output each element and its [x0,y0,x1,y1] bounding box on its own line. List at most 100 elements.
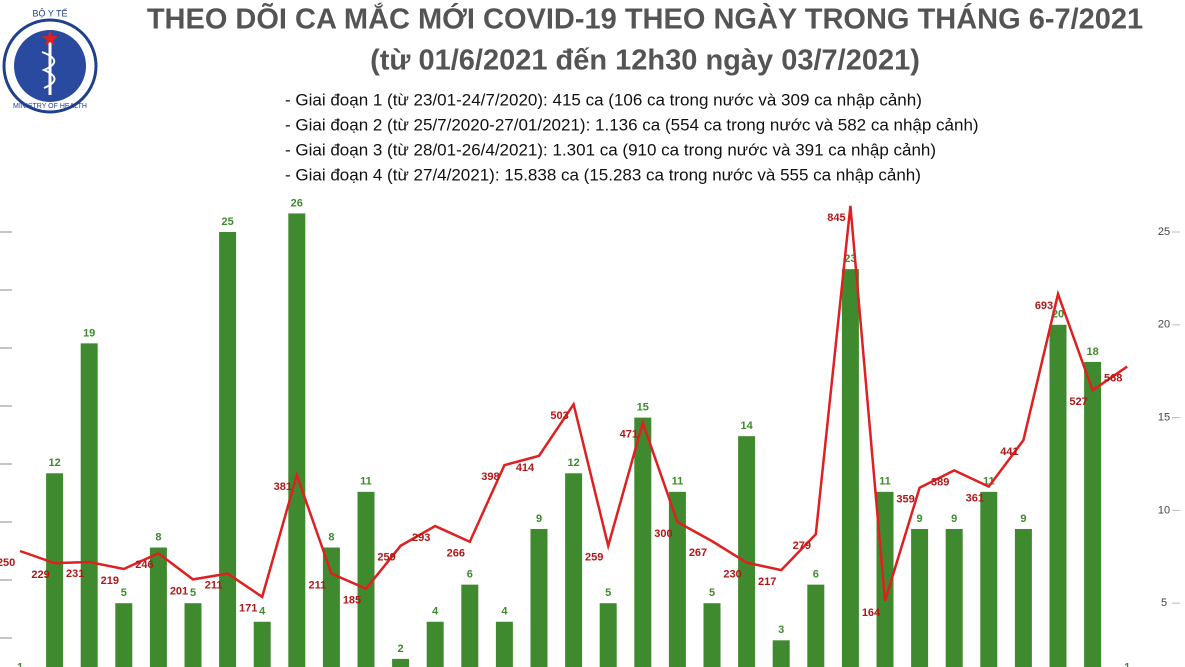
line-value-label: 414 [516,462,535,474]
bar-value-label: 8 [328,531,334,543]
bar [184,603,202,667]
bar [322,547,340,667]
line-value-label: 185 [343,595,361,607]
bar [219,232,237,667]
bar-value-label: 9 [917,513,923,525]
bar-value-label: 4 [501,606,508,618]
y2-tick-label: 5 [1161,597,1167,609]
chart-title: THEO DÕI CA MẮC MỚI COVID-19 THEO NGÀY T… [147,2,1143,36]
y2-tick-label: 20 [1158,319,1170,331]
bar [565,473,583,667]
line-value-label: 246 [135,559,153,571]
bar [530,528,548,667]
line-value-label: 361 [966,493,984,505]
bar [392,658,410,667]
bar [807,584,825,667]
bar [599,603,617,667]
bar [46,473,64,667]
bar [115,603,133,667]
bar-value-label: 6 [813,569,819,581]
bar [357,491,375,667]
logo: BỘ Y TẾ MINISTRY OF HEALTH [2,8,98,114]
bar-value-label: 4 [259,606,266,618]
bar [634,417,652,667]
chart-subtitle: (từ 01/6/2021 đến 12h30 ngày 03/7/2021) [370,45,920,77]
line-value-label: 164 [862,607,881,619]
bar [253,621,271,667]
line-value-label: 171 [239,603,257,615]
line-value-label: 267 [689,547,707,559]
bar-value-label: 3 [778,624,784,636]
line-value-label: 381 [274,481,292,493]
bar-value-label: 4 [432,606,439,618]
bar [149,547,167,667]
note: - Giai đoạn 3 (từ 28/01-26/4/2021): 1.30… [285,140,936,159]
bar [980,491,998,667]
logo-star [42,30,58,46]
line-value-label: 389 [931,476,949,488]
line-value-label: 359 [896,494,914,506]
logo-text: BỘ Y TẾ [32,8,67,18]
line-value-label: 217 [758,576,776,588]
line-value-label: 845 [827,212,845,224]
line-value-label: 527 [1069,396,1087,408]
bar [911,528,929,667]
bar-value-label: 9 [536,513,542,525]
bar-value-label: 5 [121,587,127,599]
bar [876,491,894,667]
bar [1014,528,1032,667]
line-value-label: 441 [1000,446,1018,458]
line-value-label: 693 [1035,300,1053,312]
line-value-label: 219 [101,575,119,587]
bar-value-label: 8 [155,531,161,543]
line-value-label: 568 [1104,372,1122,384]
bar-value-label: 1 [17,661,23,667]
bar-value-label: 11 [360,476,372,488]
bar-value-label: 5 [605,587,611,599]
note: - Giai đoạn 4 (từ 27/4/2021): 15.838 ca … [285,165,921,184]
bar-value-label: 23 [844,253,856,265]
note: - Giai đoạn 1 (từ 23/01-24/7/2020): 415 … [285,90,922,109]
bar-value-label: 5 [709,587,715,599]
bar [426,621,444,667]
bar [80,343,98,667]
bar [772,640,790,667]
bar-value-label: 9 [1020,513,1026,525]
line-value-label: 398 [481,471,499,483]
line-value-label: 503 [550,410,568,422]
bar-value-label: 6 [467,569,473,581]
bar-value-label: 15 [637,402,649,414]
bar-value-label: 26 [291,197,303,209]
note: - Giai đoạn 2 (từ 25/7/2020-27/01/2021):… [285,115,979,134]
bar [461,584,479,667]
line-value-label: 266 [447,548,465,560]
line-value-label: 250 [0,557,15,569]
line [19,205,1128,602]
line-value-label: 201 [170,585,188,597]
line-value-label: 231 [66,568,84,580]
bar [738,436,756,667]
bar-value-label: 14 [740,420,753,432]
bar-value-label: 12 [48,457,60,469]
bar [703,603,721,667]
bar-value-label: 11 [879,476,891,488]
bar-value-label: 5 [190,587,196,599]
y2-tick-label: 25 [1158,226,1170,238]
line-value-label: 211 [205,580,223,592]
line-value-label: 293 [412,532,430,544]
bar [495,621,513,667]
logo-snake [41,51,56,89]
bar-value-label: 25 [221,216,233,228]
bar [945,528,963,667]
bar [668,491,686,667]
line-value-label: 230 [723,569,741,581]
bar [1084,361,1102,667]
bar-value-label: 18 [1086,346,1098,358]
line-value-label: 211 [309,580,327,592]
bar-value-label: 2 [398,643,404,655]
y2-tick-label: 15 [1158,412,1170,424]
line-value-label: 259 [585,552,603,564]
line-value-label: 279 [793,540,811,552]
line-value-label: 259 [377,552,395,564]
line-value-label: 300 [654,528,672,540]
